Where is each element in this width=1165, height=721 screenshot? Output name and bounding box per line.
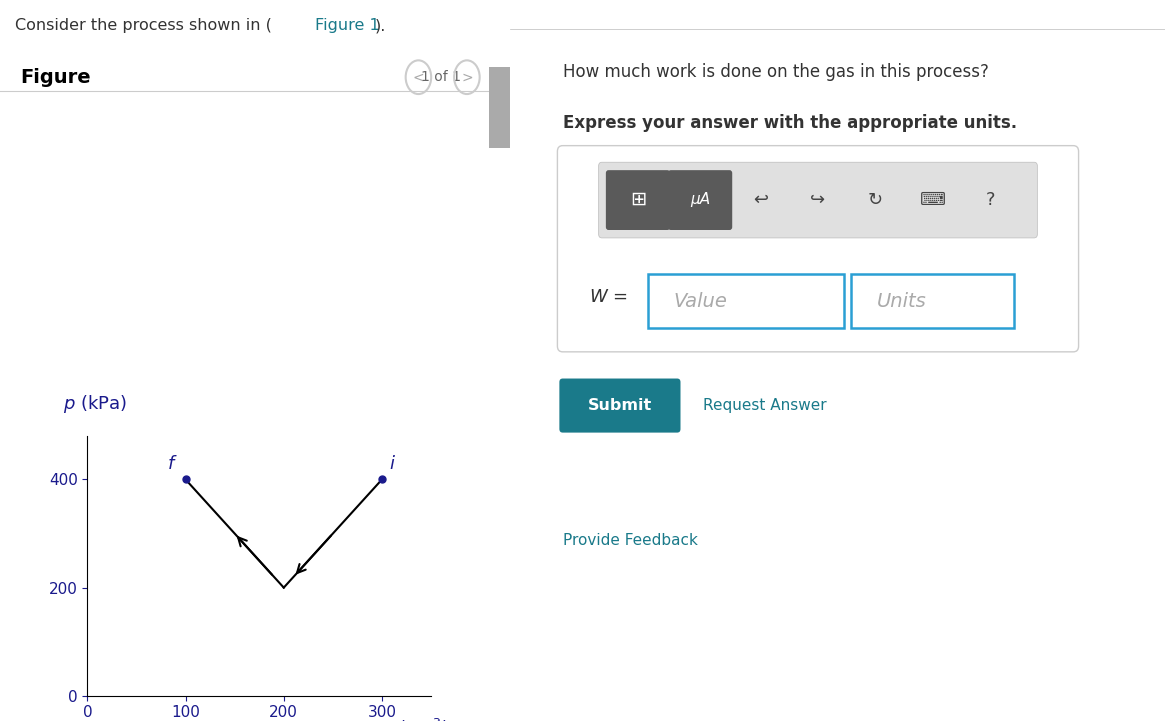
- Text: Figure: Figure: [21, 68, 91, 87]
- Text: Submit: Submit: [588, 398, 652, 413]
- Text: $p$ (kPa): $p$ (kPa): [63, 394, 127, 415]
- Text: 1 of 1: 1 of 1: [422, 70, 461, 84]
- FancyBboxPatch shape: [559, 379, 680, 433]
- Text: Provide Feedback: Provide Feedback: [563, 534, 698, 548]
- FancyBboxPatch shape: [850, 274, 1015, 328]
- Text: f: f: [168, 455, 174, 473]
- Text: Units: Units: [877, 291, 926, 311]
- Text: ↩: ↩: [753, 191, 768, 208]
- Text: ↪: ↪: [811, 191, 826, 208]
- Text: Consider the process shown in (: Consider the process shown in (: [15, 18, 273, 33]
- Text: $W$ =: $W$ =: [588, 288, 628, 306]
- Text: How much work is done on the gas in this process?: How much work is done on the gas in this…: [563, 63, 989, 81]
- Text: Express your answer with the appropriate units.: Express your answer with the appropriate…: [563, 114, 1017, 131]
- Text: ↻: ↻: [868, 191, 883, 208]
- Text: ⌨: ⌨: [920, 191, 946, 208]
- Text: Figure 1: Figure 1: [315, 18, 380, 33]
- Text: >: >: [461, 70, 473, 84]
- Text: <: <: [412, 70, 424, 84]
- FancyBboxPatch shape: [599, 162, 1037, 238]
- Text: μA: μA: [690, 193, 711, 207]
- FancyBboxPatch shape: [668, 170, 733, 230]
- FancyBboxPatch shape: [648, 274, 845, 328]
- Text: Request Answer: Request Answer: [704, 398, 827, 413]
- FancyBboxPatch shape: [606, 170, 670, 230]
- Text: ⊞: ⊞: [630, 190, 647, 209]
- Text: i: i: [390, 455, 395, 473]
- Text: ?: ?: [986, 191, 996, 208]
- FancyBboxPatch shape: [489, 67, 510, 148]
- Text: $V$ (cm$^3$): $V$ (cm$^3$): [380, 717, 449, 721]
- Text: Value: Value: [673, 291, 728, 311]
- Text: ).: ).: [375, 18, 387, 33]
- FancyBboxPatch shape: [557, 146, 1079, 352]
